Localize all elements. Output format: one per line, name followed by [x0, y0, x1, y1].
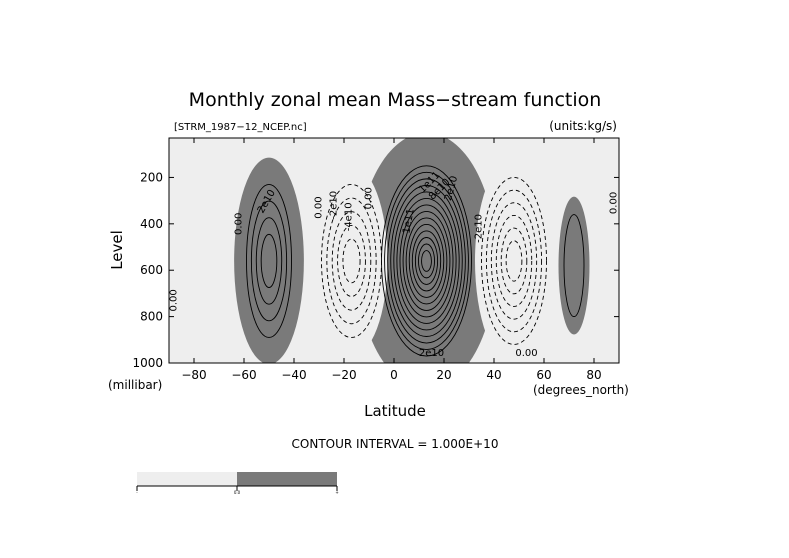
positive-contour-line: [402, 210, 451, 311]
contour-label: 0.00: [515, 348, 537, 359]
positive-region: [234, 157, 304, 363]
positive-contour-line: [396, 197, 457, 324]
negative-contour-line: [505, 240, 523, 282]
y-tick-label: 600: [140, 263, 163, 277]
positive-contour-line: [387, 178, 466, 344]
x-tick-label: 40: [486, 368, 501, 382]
x-units-label: (degrees_north): [533, 383, 629, 397]
negative-contour-line: [500, 227, 528, 295]
x-tick-label: −60: [231, 368, 256, 382]
positive-contour-line: [414, 237, 439, 285]
negative-contour-line: [337, 224, 366, 297]
positive-contour-line: [393, 191, 460, 331]
colorbar-tick-label: +: [335, 490, 338, 495]
x-axis-label: Latitude: [364, 402, 426, 420]
x-tick-label: −40: [281, 368, 306, 382]
colorbar-tick-label: 0.0: [234, 490, 241, 495]
positive-contour-line: [381, 165, 472, 357]
x-tick-label: −20: [331, 368, 356, 382]
chart-title: Monthly zonal mean Mass−stream function: [189, 89, 602, 111]
positive-contour-line: [246, 183, 292, 338]
y-tick-label: 800: [140, 310, 163, 324]
y-units-label: (millibar): [108, 378, 162, 392]
negative-contour-line: [495, 214, 533, 307]
x-tick-label: −80: [181, 368, 206, 382]
negative-contour-line: [481, 176, 547, 345]
contour-interval-label: CONTOUR INTERVAL = 1.000E+10: [292, 437, 499, 451]
positive-contour-line: [405, 217, 448, 305]
positive-contour-line: [421, 250, 432, 272]
contour-label: 2e10: [419, 348, 444, 359]
colorbar-negative-swatch: [137, 472, 237, 486]
contour-label: -2e10: [329, 191, 340, 220]
y-tick-label: 200: [140, 170, 163, 184]
y-axis-label: Level: [108, 230, 126, 270]
x-tick-label: 80: [586, 368, 601, 382]
positive-contour-line: [390, 184, 463, 337]
contour-label: 1e11: [401, 208, 416, 235]
contour-label: 0.00: [364, 187, 375, 209]
negative-region: [315, 165, 388, 357]
positive-contour-line: [250, 200, 288, 322]
positive-contour-line: [563, 214, 585, 318]
positive-region: [558, 196, 590, 335]
positive-contour-line: [418, 243, 435, 279]
positive-contour-line: [399, 204, 454, 318]
positive-contour-line: [411, 230, 442, 292]
positive-contour-line: [255, 217, 283, 305]
contour-label: 0.00: [314, 196, 325, 218]
y-axis-ticks: 200 400 600 800 1000: [132, 170, 619, 370]
colorbar: - 0.0 +: [136, 472, 339, 495]
colorbar-tick-label: -: [136, 490, 138, 495]
negative-contour-line: [326, 197, 377, 325]
x-axis-ticks: −80 −60 −40 −20 0 20 40 60 80: [181, 138, 602, 382]
x-tick-label: 20: [436, 368, 451, 382]
negative-contour-line: [331, 211, 372, 311]
contour-label: -4e10: [344, 202, 355, 231]
colorbar-positive-swatch: [237, 472, 337, 486]
contour-label: 0.00: [609, 192, 620, 214]
contour-lines: [246, 165, 585, 357]
contour-label: 0.00: [169, 289, 180, 311]
x-tick-label: 0: [390, 368, 398, 382]
positive-contour-line: [384, 171, 469, 350]
negative-contour-line: [485, 189, 543, 333]
units-label: (units:kg/s): [549, 119, 617, 133]
positive-contour-line: [408, 224, 445, 298]
contour-label: -2e10: [474, 214, 485, 243]
positive-contour-line: [260, 233, 278, 289]
negative-contour-line: [342, 238, 361, 284]
y-tick-label: 400: [140, 217, 163, 231]
negative-contour-line: [490, 202, 538, 320]
contour-label: 0.00: [234, 213, 245, 235]
source-label: [STRM_1987−12_NCEP.nc]: [174, 122, 307, 133]
x-tick-label: 60: [536, 368, 551, 382]
y-tick-label: 1000: [132, 356, 163, 370]
